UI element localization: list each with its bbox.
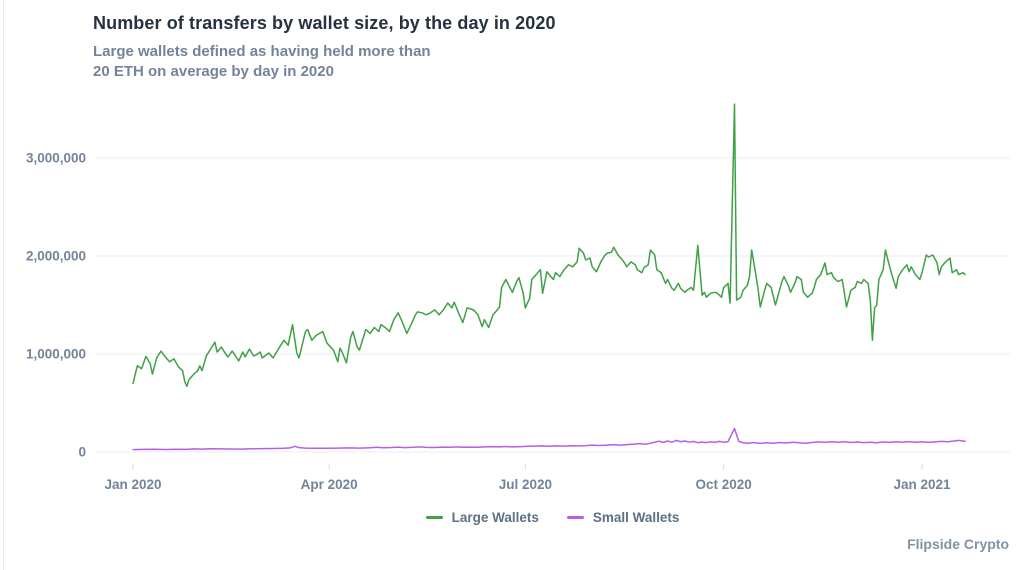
legend-label-small-wallets: Small Wallets (592, 510, 680, 525)
x-axis-tick-label: Jul 2020 (499, 477, 552, 492)
chart-subtitle-line-2: 20 ETH on average by day in 2020 (93, 63, 334, 80)
page-left-border (3, 0, 4, 570)
x-axis-tick-label: Jan 2021 (893, 477, 951, 492)
y-axis-tick-label: 2,000,000 (26, 249, 86, 264)
chart-title: Number of transfers by wallet size, by t… (93, 13, 556, 33)
x-axis-tick-label: Apr 2020 (301, 477, 358, 492)
legend-item-small-wallets[interactable]: Small Wallets (566, 510, 680, 525)
legend-label-large-wallets: Large Wallets (451, 510, 539, 525)
x-axis-tick-label: Oct 2020 (696, 477, 752, 492)
small-wallets-line-swatch-icon (566, 516, 584, 519)
y-axis-tick-label: 3,000,000 (26, 151, 86, 166)
source-attribution: Flipside Crypto (907, 536, 1009, 552)
y-axis-tick-label: 0 (78, 445, 86, 460)
legend-item-large-wallets[interactable]: Large Wallets (425, 510, 539, 525)
series-line-large-wallets (132, 103, 966, 388)
y-axis-tick-label: 1,000,000 (26, 347, 86, 362)
large-wallets-line-swatch-icon (425, 516, 443, 519)
chart-legend: Large Wallets Small Wallets (95, 510, 1010, 525)
x-axis-tick-label: Jan 2020 (104, 477, 161, 492)
chart-subtitle: Large wallets defined as having held mor… (93, 42, 431, 82)
chart-subtitle-line-1: Large wallets defined as having held mor… (93, 43, 431, 60)
series-line-small-wallets (132, 427, 966, 451)
